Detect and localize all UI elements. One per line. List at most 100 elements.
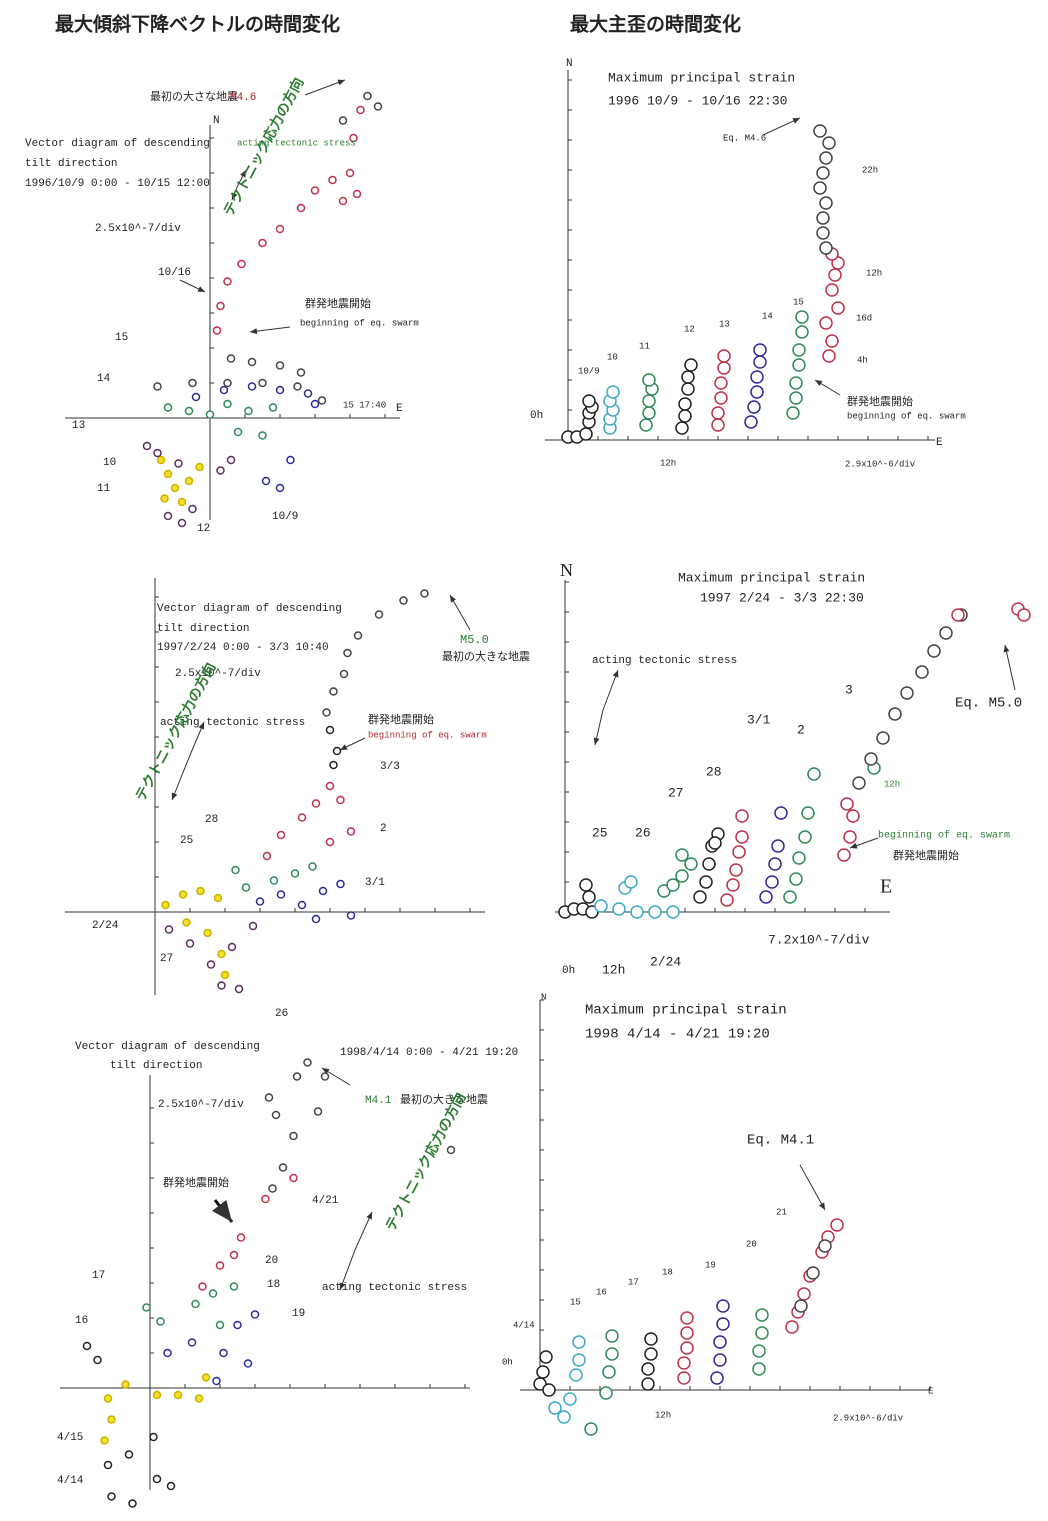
data-point	[261, 1194, 270, 1204]
annotation: 3/3	[380, 761, 400, 773]
annotation: 28	[205, 814, 218, 826]
data-point	[797, 1287, 811, 1301]
data-point	[93, 1355, 102, 1365]
data-point	[747, 400, 761, 414]
data-point	[297, 900, 307, 910]
data-point	[732, 845, 746, 859]
data-point	[602, 1365, 616, 1379]
data-point	[830, 1218, 844, 1232]
data-point	[262, 851, 272, 861]
annotation: 群発地震開始	[893, 848, 959, 863]
data-point	[768, 857, 782, 871]
data-point	[275, 361, 285, 370]
data-point	[846, 809, 860, 823]
data-point	[819, 241, 833, 255]
annotation: 最初の大きな地震	[442, 649, 530, 664]
data-point	[236, 1233, 246, 1242]
data-point	[536, 1365, 550, 1379]
data-point	[100, 1436, 109, 1445]
data-point	[816, 211, 830, 225]
annotation: Maximum principal strain	[585, 1003, 787, 1019]
data-point	[156, 455, 166, 465]
data-point	[219, 1348, 228, 1358]
data-point	[819, 151, 833, 165]
annotation: N	[566, 58, 573, 70]
annotation: E	[928, 1386, 933, 1396]
data-point	[275, 483, 285, 493]
data-point	[822, 349, 836, 363]
data-point	[161, 900, 170, 910]
data-point	[212, 1376, 221, 1386]
data-point	[648, 905, 662, 919]
annotation: 25	[592, 825, 608, 840]
data-point	[642, 406, 656, 420]
data-point	[675, 848, 689, 862]
annotation: Maximum principal strain	[678, 570, 865, 585]
data-point	[644, 1332, 658, 1346]
data-point	[1017, 608, 1031, 622]
data-point	[152, 1474, 162, 1484]
data-point	[825, 283, 839, 297]
data-point	[900, 686, 914, 700]
data-point	[837, 848, 851, 862]
data-point	[296, 203, 306, 213]
data-point	[888, 707, 902, 721]
annotation: 4/14	[513, 1320, 535, 1330]
data-point	[792, 343, 806, 357]
annotation: 12	[197, 523, 210, 535]
data-point	[226, 455, 236, 465]
data-point	[303, 1058, 312, 1067]
data-point	[915, 665, 929, 679]
annotation: 20	[265, 1255, 278, 1267]
annotation: 10	[103, 457, 116, 469]
data-point	[349, 133, 358, 143]
data-point	[678, 409, 692, 423]
data-point	[296, 368, 306, 377]
data-point	[822, 136, 836, 150]
data-point	[264, 1093, 274, 1102]
annotation: 4/21	[312, 1195, 339, 1207]
data-point	[313, 1107, 323, 1116]
annotation: 10	[607, 352, 618, 362]
data-point	[840, 797, 854, 811]
annotation: E	[936, 437, 943, 449]
annotation: E	[396, 403, 403, 415]
data-point	[198, 1282, 207, 1291]
data-point	[792, 851, 806, 865]
data-point	[666, 878, 680, 892]
data-point	[325, 837, 335, 847]
data-point	[714, 376, 728, 390]
data-point	[356, 105, 365, 115]
annotation: 14	[762, 311, 773, 321]
data-point	[329, 687, 338, 696]
data-point	[185, 939, 195, 948]
data-point	[293, 382, 302, 391]
annotation: M4.1	[365, 1095, 392, 1107]
data-point	[107, 1492, 116, 1501]
annotation: acting tectonic stress	[322, 1282, 467, 1294]
data-point	[753, 343, 767, 357]
data-point	[308, 862, 317, 871]
data-point	[831, 301, 845, 315]
annotation: beginning of eq. swarm	[847, 411, 966, 421]
annotation: 4h	[857, 355, 868, 365]
annotation: beginning of eq. swarm	[300, 318, 419, 328]
data-point	[128, 1499, 137, 1508]
data-point	[346, 911, 356, 920]
data-point	[708, 836, 722, 850]
data-point	[818, 1239, 832, 1253]
annotation: Vector diagram of descending	[25, 138, 210, 150]
data-point	[819, 196, 833, 210]
data-point	[717, 349, 731, 363]
data-point	[142, 441, 152, 451]
annotation: 2/24	[92, 920, 119, 932]
annotation: tilt direction	[110, 1060, 202, 1072]
annotation: 27	[160, 953, 173, 965]
data-point	[121, 1380, 130, 1389]
annotation: 11	[639, 341, 650, 351]
data-point	[276, 890, 286, 899]
data-point	[223, 277, 232, 286]
data-point	[317, 396, 327, 405]
annotation: 16d	[856, 313, 872, 323]
data-point	[258, 431, 267, 440]
